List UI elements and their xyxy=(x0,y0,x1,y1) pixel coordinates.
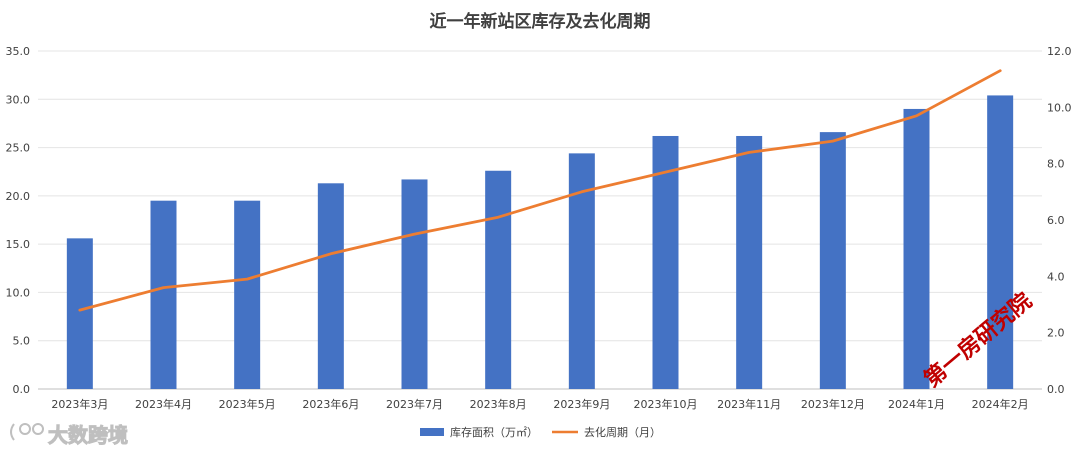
y2-tick-label: 4.0 xyxy=(1047,270,1065,283)
y-axis-right: 0.0 2.0 4.0 6.0 8.0 10.0 12.0 xyxy=(1047,45,1072,396)
source-logo-text: 大数跨境 xyxy=(48,423,128,447)
x-tick-label: 2023年3月 xyxy=(51,397,108,411)
bar xyxy=(485,170,512,389)
bar xyxy=(987,95,1014,390)
y-tick-label: 30.0 xyxy=(6,93,31,106)
y-axis-left: 0.0 5.0 10.0 15.0 20.0 25.0 30.0 35.0 xyxy=(6,45,31,396)
x-tick-label: 2023年5月 xyxy=(219,397,276,411)
x-axis: 2023年3月 2023年4月 2023年5月 2023年6月 2023年7月 2023年… xyxy=(51,397,1028,411)
legend-label-cycle: 去化周期（月） xyxy=(584,425,661,439)
x-tick-label: 2023年9月 xyxy=(553,397,610,411)
y2-tick-label: 0.0 xyxy=(1047,383,1065,396)
x-tick-label: 2023年6月 xyxy=(302,397,359,411)
bar xyxy=(66,238,93,389)
bar xyxy=(401,179,428,389)
legend-swatch-inventory xyxy=(420,428,444,436)
x-tick-label: 2023年4月 xyxy=(135,397,192,411)
bar xyxy=(234,200,261,389)
bar xyxy=(652,135,679,389)
bar xyxy=(736,135,763,389)
y2-tick-label: 12.0 xyxy=(1047,45,1072,58)
legend: 库存面积（万㎡） 去化周期（月） xyxy=(420,425,661,439)
bar xyxy=(903,108,930,389)
x-tick-label: 2024年1月 xyxy=(888,397,945,411)
source-logo: 大数跨境 xyxy=(10,423,129,448)
x-tick-label: 2024年2月 xyxy=(972,397,1029,411)
y-tick-label: 20.0 xyxy=(6,190,31,203)
source-logo-icon xyxy=(10,423,44,441)
y-tick-label: 25.0 xyxy=(6,142,31,155)
x-tick-label: 2023年8月 xyxy=(470,397,527,411)
y2-tick-label: 2.0 xyxy=(1047,327,1065,340)
y-tick-label: 5.0 xyxy=(13,335,31,348)
bar xyxy=(819,132,846,389)
y2-tick-label: 8.0 xyxy=(1047,158,1065,171)
watermark-logo: 第一房研究院 xyxy=(919,288,1037,393)
bar xyxy=(150,200,177,389)
x-tick-label: 2023年10月 xyxy=(634,397,698,411)
line-series-path xyxy=(78,69,1002,312)
bar-series xyxy=(66,95,1014,390)
x-tick-label: 2023年12月 xyxy=(801,397,865,411)
y-tick-label: 15.0 xyxy=(6,238,31,251)
gridlines xyxy=(38,50,1042,390)
x-tick-label: 2023年11月 xyxy=(717,397,781,411)
legend-label-inventory: 库存面积（万㎡） xyxy=(450,425,538,439)
y2-tick-label: 6.0 xyxy=(1047,214,1065,227)
y2-tick-label: 10.0 xyxy=(1047,101,1072,114)
y-tick-label: 10.0 xyxy=(6,286,31,299)
y-tick-label: 0.0 xyxy=(13,383,31,396)
line-series xyxy=(78,69,1002,312)
chart-title: 近一年新站区库存及去化周期 xyxy=(430,11,651,32)
bar xyxy=(317,183,344,389)
x-tick-label: 2023年7月 xyxy=(386,397,443,411)
y-tick-label: 35.0 xyxy=(6,45,31,58)
